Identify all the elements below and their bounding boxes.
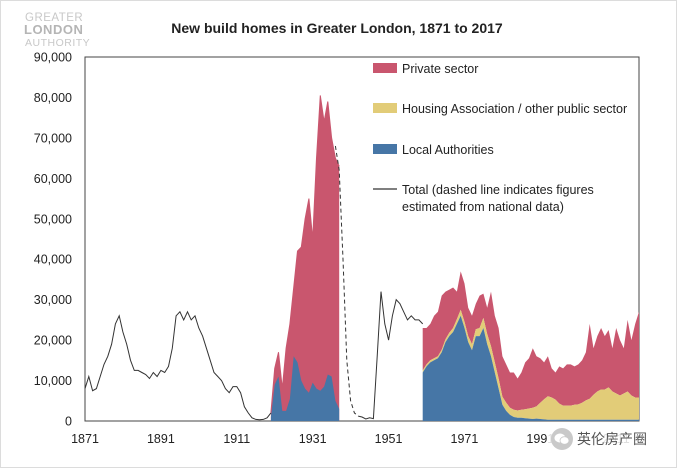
wechat-icon [551, 428, 573, 450]
y-tick-label: 50,000 [34, 212, 72, 226]
total-line-dashed-estimate [334, 145, 359, 417]
private-sector-area [270, 95, 340, 422]
x-tick-label: 1871 [71, 432, 99, 446]
y-tick-label: 20,000 [34, 334, 72, 348]
local-authorities-area [270, 356, 340, 421]
local-authorities-area-postwar [422, 315, 639, 421]
y-tick-label: 60,000 [34, 172, 72, 186]
legend-label-housing: Housing Association / other public secto… [402, 102, 627, 116]
y-tick-label: 10,000 [34, 374, 72, 388]
logo-line1: GREATER [25, 12, 83, 24]
legend-swatch-private [373, 63, 397, 73]
x-tick-label: 1891 [147, 432, 175, 446]
watermark: 英伦房产圈 [547, 427, 651, 451]
total-line-interwar [270, 95, 340, 413]
y-tick-label: 90,000 [34, 51, 72, 65]
chart-title: New build homes in Greater London, 1871 … [171, 20, 503, 36]
y-axis: 0 10,000 20,000 30,000 40,000 50,000 60,… [34, 51, 72, 429]
x-tick-label: 1971 [451, 432, 479, 446]
x-axis: 1871 1891 1911 1931 1951 1971 1991 2011 [71, 432, 630, 446]
total-line-postwar [358, 291, 424, 420]
legend: Private sector Housing Association / oth… [373, 62, 627, 214]
housing-association-area [422, 309, 639, 420]
legend-label-private: Private sector [402, 62, 478, 76]
private-sector-area-postwar [422, 271, 639, 411]
x-tick-label: 1931 [299, 432, 327, 446]
logo-line3: AUTHORITY [25, 37, 90, 49]
plot-area [84, 56, 640, 422]
legend-label-total-line1: Total (dashed line indicates figures [402, 183, 594, 197]
legend-label-total-line2: estimated from national data) [402, 200, 564, 214]
legend-swatch-housing [373, 103, 397, 113]
y-tick-label: 80,000 [34, 91, 72, 105]
y-tick-label: 30,000 [34, 293, 72, 307]
watermark-text: 英伦房产圈 [577, 432, 647, 448]
x-tick-label: 1911 [223, 432, 250, 446]
legend-label-local: Local Authorities [402, 143, 494, 157]
y-tick-label: 70,000 [34, 131, 72, 145]
total-line-early [84, 310, 272, 421]
x-tick-label: 1951 [375, 432, 403, 446]
legend-swatch-local [373, 144, 397, 154]
logo-line2: LONDON [24, 22, 83, 37]
gla-logo: GREATER LONDON AUTHORITY [24, 12, 90, 49]
y-tick-label: 40,000 [34, 253, 72, 267]
y-tick-label: 0 [65, 415, 72, 429]
